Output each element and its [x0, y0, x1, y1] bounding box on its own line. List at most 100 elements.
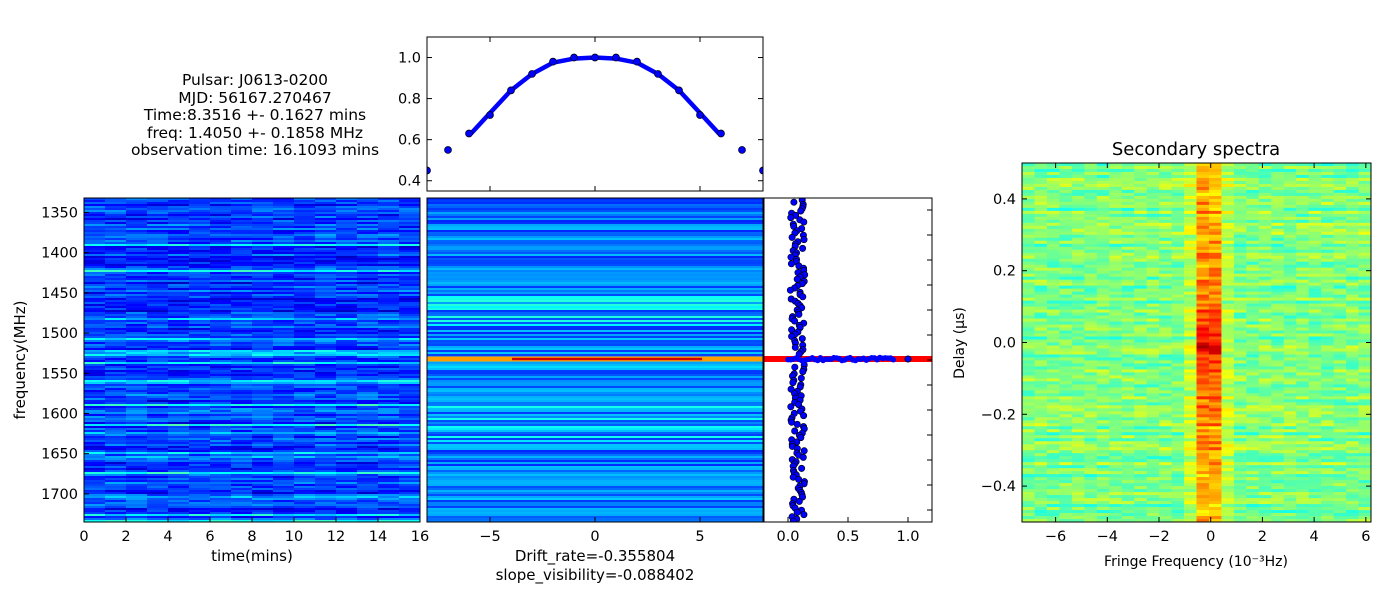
ss-cell [1184, 234, 1198, 239]
ss-cell [1059, 321, 1073, 326]
ds-cell [399, 214, 420, 217]
ss-cell [1121, 186, 1135, 191]
ds-cell [273, 378, 295, 381]
ss-cell [1109, 201, 1123, 206]
ds-cell [168, 250, 190, 253]
ss-cell [1159, 180, 1173, 185]
ds-cell [336, 506, 358, 509]
ds-cell [84, 502, 106, 505]
ds-cell [252, 264, 274, 267]
ss-cell [1134, 198, 1148, 203]
ss-cell [1358, 168, 1371, 173]
ss-cell [1233, 225, 1247, 230]
ds-cell [210, 314, 232, 317]
ds-cell [210, 390, 232, 393]
ss-cell [1321, 258, 1335, 263]
ds-cell [84, 320, 106, 323]
ds-cell [294, 374, 316, 377]
ds-cell [252, 198, 274, 201]
ac-row [427, 444, 763, 447]
ss-cell [1308, 228, 1322, 233]
ss-cell [1096, 252, 1110, 257]
ss-cell [1271, 201, 1285, 206]
ds-cell [336, 256, 358, 259]
ds-cell [294, 386, 316, 389]
ds-cell [399, 432, 420, 435]
ss-cell [1084, 192, 1098, 197]
ds-cell [399, 302, 420, 305]
ds-cell [168, 374, 190, 377]
ss-cell [1071, 237, 1085, 242]
ds-cell [273, 516, 295, 519]
ss-cell [1308, 351, 1322, 356]
ss-cell [1296, 216, 1310, 221]
ss-cell [1296, 312, 1310, 317]
time-autocorrelation-bg [427, 37, 763, 191]
ds-cell [126, 392, 148, 395]
ss-cell [1271, 183, 1285, 188]
ds-cell [399, 488, 420, 491]
ss-cell [1208, 342, 1223, 347]
ds-cell [168, 458, 190, 461]
ds-cell [357, 388, 379, 391]
ss-cell [1358, 174, 1371, 179]
ss-cell [1109, 186, 1123, 191]
ds-cell [126, 488, 148, 491]
ds-cell [294, 326, 316, 329]
ss-cell [1246, 336, 1260, 341]
ss-cell [1258, 282, 1272, 287]
ss-cell [1208, 201, 1223, 206]
ds-cell [378, 342, 400, 345]
ds-cell [126, 456, 148, 459]
ss-cell [1046, 330, 1060, 335]
ss-cell [1096, 288, 1110, 293]
ds-cell [315, 286, 337, 289]
ss-cell [1159, 222, 1173, 227]
ds-cell [84, 218, 106, 221]
ds-cell [168, 224, 190, 227]
ds-cell [84, 258, 106, 261]
ss-cell [1221, 270, 1235, 275]
ss-cell [1022, 279, 1036, 284]
ds-cell [336, 262, 358, 265]
freq-point [799, 453, 807, 461]
ss-cell [1283, 252, 1297, 257]
ds-cell [357, 352, 379, 355]
ds-cell [294, 256, 316, 259]
ds-cell [210, 308, 232, 311]
ss-cell [1059, 300, 1073, 305]
ac-row [427, 310, 763, 313]
ss-cell [1022, 354, 1036, 359]
ds-cell [105, 332, 127, 335]
ss-cell [1109, 210, 1123, 215]
ss-cell [1321, 252, 1335, 257]
ds-cell [84, 330, 106, 333]
ds-cell [189, 352, 211, 355]
ss-cell [1308, 195, 1322, 200]
ds-cell [168, 502, 190, 505]
ss-cell [1308, 240, 1322, 245]
ss-cell [1258, 177, 1272, 182]
ds-cell [147, 314, 169, 317]
ss-cell [1084, 306, 1098, 311]
ss-cell [1146, 189, 1160, 194]
ds-cell [84, 234, 106, 237]
ac-row [427, 416, 763, 419]
ss-cell [1059, 264, 1073, 269]
ds-cell [273, 284, 295, 287]
ds-cell [378, 390, 400, 393]
ds-cell [315, 438, 337, 441]
ds-cell [84, 300, 106, 303]
ss-cell [1146, 336, 1160, 341]
ds-cell [126, 514, 148, 517]
ds-cell [294, 428, 316, 431]
ds-cell [126, 326, 148, 329]
ds-cell [378, 484, 400, 487]
ds-cell [273, 346, 295, 349]
ds-cell [315, 252, 337, 255]
ss-cell [1071, 360, 1085, 365]
ds-cell [294, 434, 316, 437]
ss-cell [1346, 189, 1360, 194]
ss-cell [1358, 360, 1371, 365]
ss-cell [1059, 174, 1073, 179]
